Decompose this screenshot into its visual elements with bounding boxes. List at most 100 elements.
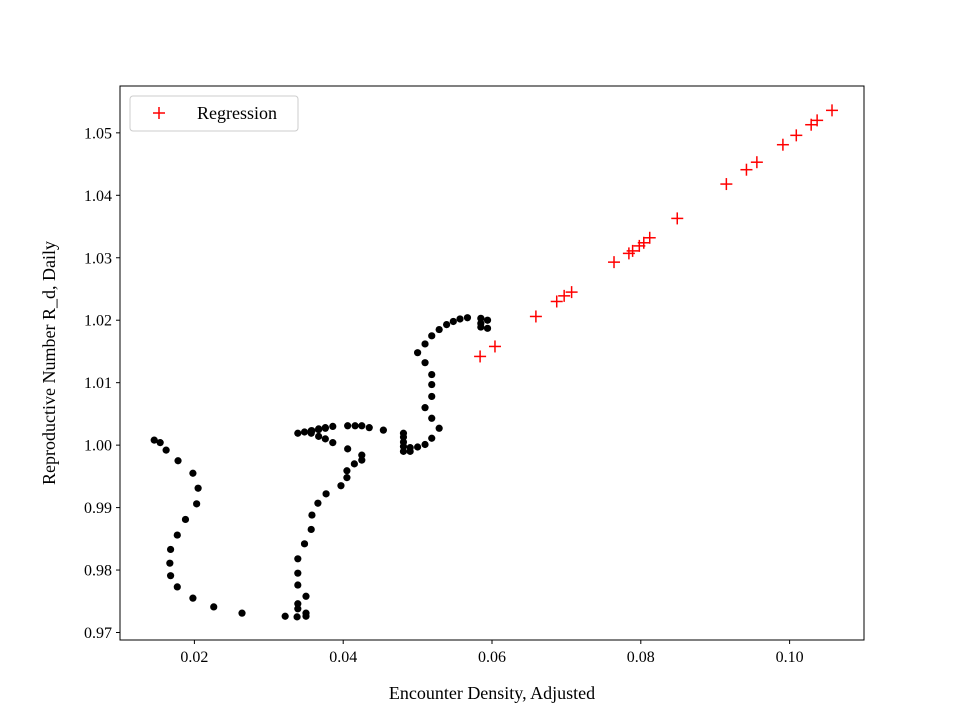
y-tick-label: 0.97	[84, 625, 112, 642]
data-point	[294, 555, 302, 563]
data-point	[428, 380, 436, 389]
data-point	[358, 422, 366, 430]
data-point	[294, 429, 302, 437]
regression-point	[790, 129, 803, 142]
data-point	[302, 609, 310, 617]
data-point	[307, 525, 315, 534]
legend-marker-regression	[153, 107, 165, 119]
y-tick-label: 1.00	[84, 438, 112, 455]
data-marks	[150, 104, 839, 621]
regression-point	[474, 350, 487, 363]
data-point	[173, 583, 181, 591]
regression-point	[811, 114, 824, 127]
data-point	[477, 314, 485, 322]
data-point	[150, 436, 158, 444]
regression-point	[740, 163, 753, 176]
data-point	[193, 500, 201, 508]
regression-point	[608, 256, 621, 269]
y-tick-label: 1.02	[84, 313, 112, 330]
data-point	[399, 447, 408, 455]
y-axis-label: Reproductive Number R_d, Daily	[39, 241, 59, 485]
data-point	[189, 594, 197, 602]
legend-box	[129, 95, 299, 132]
y-tick-label: 1.04	[84, 188, 112, 205]
regression-point	[626, 244, 639, 257]
x-tick-label: 0.06	[478, 649, 506, 666]
data-point	[358, 451, 366, 459]
data-point	[379, 426, 387, 434]
regression-point	[776, 138, 789, 151]
y-tick-label: 0.98	[84, 563, 112, 580]
data-point	[293, 613, 301, 621]
data-point	[308, 511, 316, 519]
data-point	[166, 545, 175, 554]
x-tick-label: 0.08	[627, 649, 655, 666]
data-point	[463, 314, 472, 322]
data-point	[166, 559, 174, 567]
data-point	[181, 515, 190, 524]
regression-point	[550, 295, 563, 308]
legend: Regression	[129, 95, 299, 132]
data-point	[344, 445, 352, 453]
x-tick-label: 0.10	[776, 649, 804, 666]
data-point	[308, 427, 316, 435]
regression-point	[720, 178, 733, 191]
data-point	[194, 484, 202, 492]
data-point	[315, 425, 323, 433]
data-point	[399, 433, 408, 441]
regression-point	[643, 231, 656, 244]
y-tick-label: 1.03	[84, 250, 112, 267]
x-tick-label: 0.02	[180, 649, 208, 666]
regression-point	[637, 236, 650, 249]
x-tick-label: 0.04	[329, 649, 357, 666]
data-point	[173, 531, 181, 539]
data-point	[428, 392, 436, 401]
data-point	[428, 414, 436, 422]
axis-ticks: 0.02 0.04 0.06 0.08 0.10 0.97 0.98 0.99 1.00 1.01…	[84, 125, 804, 666]
data-point	[358, 456, 366, 464]
data-point	[337, 482, 345, 490]
y-tick-label: 0.99	[84, 500, 112, 517]
data-point	[329, 439, 337, 447]
regression-point	[565, 286, 578, 299]
data-point	[156, 439, 164, 447]
regression-point	[558, 289, 571, 302]
data-point	[343, 474, 351, 482]
data-point	[351, 422, 359, 430]
data-point	[421, 340, 429, 348]
data-point	[443, 320, 451, 329]
data-point	[414, 349, 422, 357]
data-point	[210, 603, 218, 611]
data-point	[483, 316, 492, 324]
data-point	[414, 443, 422, 451]
data-point	[294, 569, 302, 577]
data-point	[428, 370, 436, 379]
data-point	[365, 424, 373, 432]
y-tick-label: 1.05	[84, 125, 112, 142]
data-point	[406, 444, 414, 452]
data-point	[399, 442, 408, 450]
data-point	[477, 323, 485, 331]
data-point	[166, 572, 175, 580]
data-point	[343, 467, 351, 475]
data-point	[300, 540, 309, 548]
data-point	[174, 457, 182, 465]
data-point	[421, 359, 429, 367]
data-point	[238, 609, 246, 617]
data-point	[322, 490, 330, 498]
data-point	[421, 404, 429, 412]
data-point	[428, 332, 436, 340]
data-point	[483, 324, 492, 332]
data-point	[294, 605, 302, 613]
data-point	[329, 422, 337, 430]
data-point	[350, 460, 358, 468]
regression-point	[826, 104, 839, 117]
data-point	[449, 317, 457, 326]
data-point	[435, 424, 443, 432]
plot-frame	[119, 85, 865, 641]
data-point	[315, 432, 323, 440]
regression-point	[488, 340, 501, 353]
regression-point	[671, 212, 684, 225]
data-point	[162, 446, 170, 454]
